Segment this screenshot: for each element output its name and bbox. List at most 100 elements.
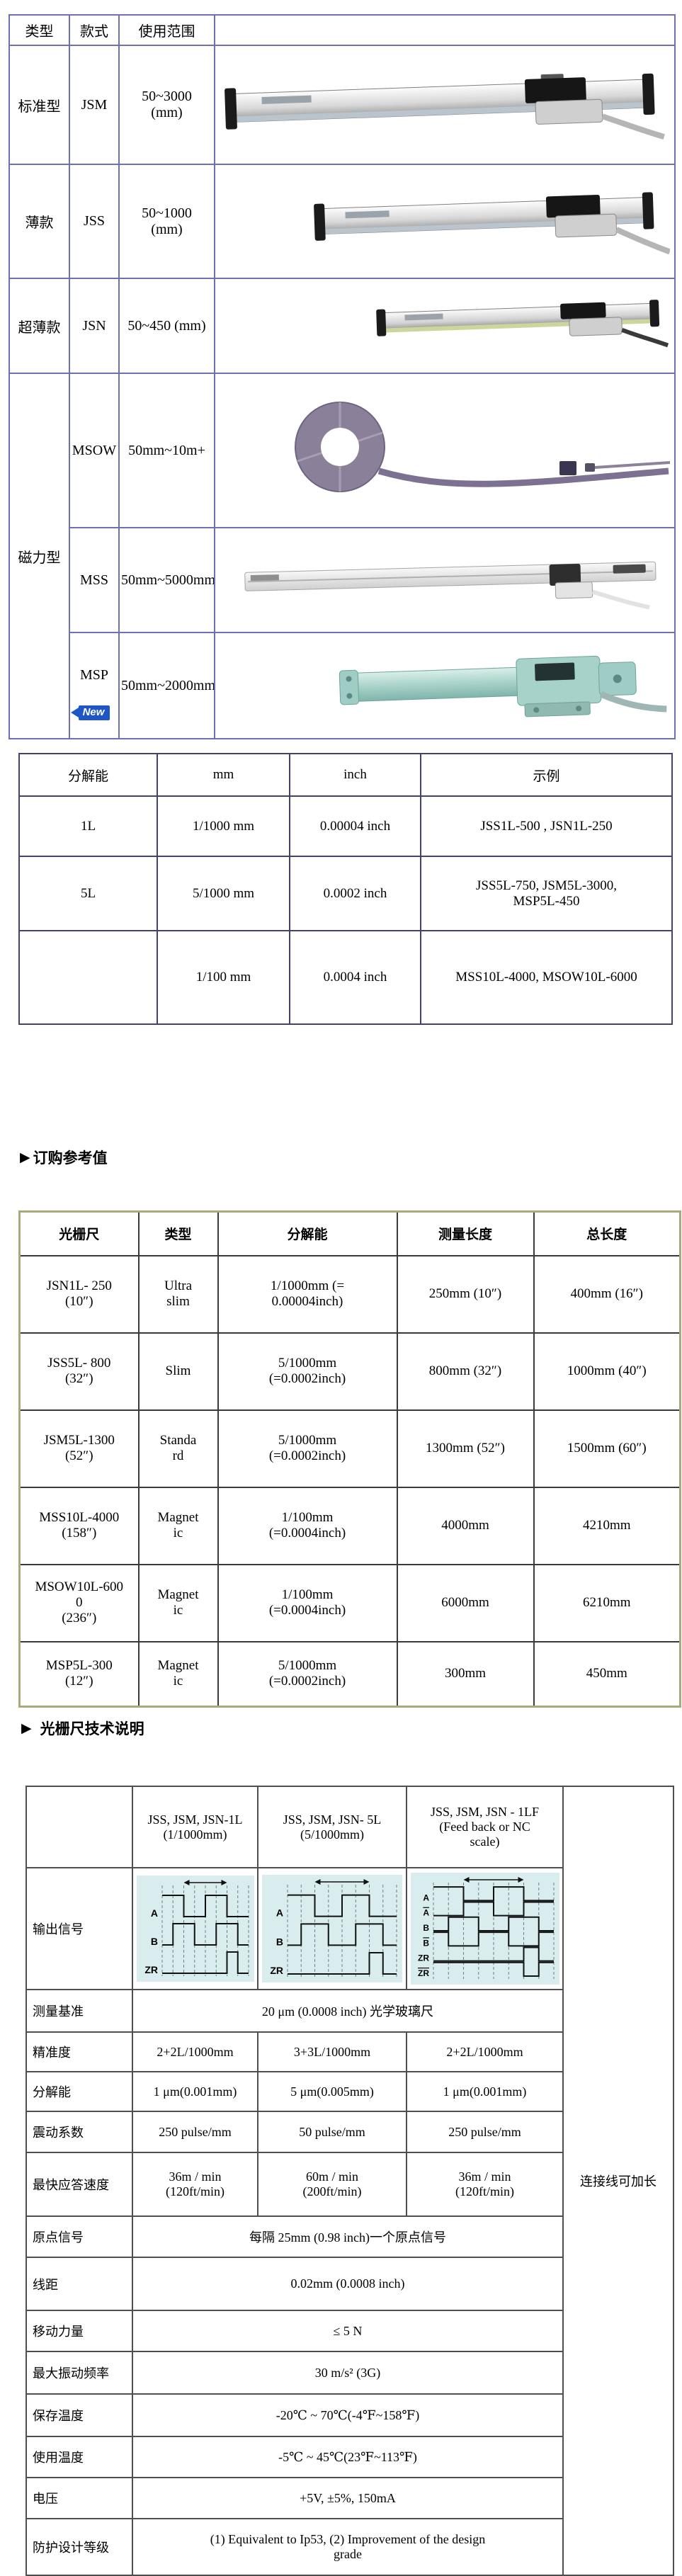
resolution-cell: 5/1000mm (=0.0002inch) xyxy=(217,1640,398,1708)
measure-length-cell: 4000mm xyxy=(396,1486,535,1565)
type-cell: Ultra slim xyxy=(137,1254,219,1334)
table-row: JSM5L-1300 (52″) Standa rd 5/1000mm (=0.… xyxy=(18,1409,681,1488)
table-header-row: JSS, JSM, JSN-1L (1/1000mm) JSS, JSM, JS… xyxy=(25,1786,674,2576)
value-cell: -5℃ ~ 45℃(23℉~113℉) xyxy=(132,2436,564,2478)
col-header-resolution: 分解能 xyxy=(217,1210,398,1256)
differential-waveform-diagram: A A B B ZR ZR xyxy=(409,1873,560,1985)
model-cell: MSS xyxy=(69,527,120,633)
resolution-cell: 1L xyxy=(18,795,158,857)
type-cell: 标准型 xyxy=(8,45,70,165)
example-cell: MSS10L-4000, MSOW10L-6000 xyxy=(420,930,673,1025)
inch-cell: 0.0004 inch xyxy=(289,930,421,1025)
jsm-standard-scale-photo xyxy=(225,73,665,140)
type-cell-magnetic: 磁力型 xyxy=(8,373,70,739)
svg-text:A: A xyxy=(150,1907,157,1919)
row-label: 原点信号 xyxy=(25,2215,133,2258)
tech-section-title: 光栅尺技术说明 xyxy=(40,1720,144,1737)
value-cell: (1) Equivalent to Ip53, (2) Improvement … xyxy=(132,2518,564,2576)
value-cell: 每隔 25mm (0.98 inch)一个原点信号 xyxy=(132,2215,564,2258)
output-signal-row: 输出信号 A B ZR A B ZR A A B B ZR ZR xyxy=(25,1867,674,1990)
col-header-type: 类型 xyxy=(137,1210,219,1256)
cable-extension-note-cell: 连接线可加长 xyxy=(562,1786,674,2576)
type-cell: 薄款 xyxy=(8,164,70,279)
type-cell: 超薄款 xyxy=(8,278,70,374)
quadrature-waveform-diagram: A B ZR xyxy=(135,1876,255,1982)
resolution-cell: 1/100mm (=0.0004inch) xyxy=(217,1563,398,1642)
col-header-5L: JSS, JSM, JSN- 5L (5/1000mm) xyxy=(257,1786,407,1868)
model-cell-msp: MSP New xyxy=(69,632,120,739)
photo-cell xyxy=(214,278,676,374)
value-cell: 30 m/s² (3G) xyxy=(132,2351,564,2395)
value-cell: 1 μm(0.001mm) xyxy=(132,2071,258,2112)
col-header-total-length: 总长度 xyxy=(533,1210,681,1256)
svg-text:A: A xyxy=(423,1893,429,1902)
scale-cell: JSN1L- 250 (10″) xyxy=(18,1254,140,1334)
table-row: 5L 5/1000 mm 0.0002 inch JSS5L-750, JSM5… xyxy=(18,856,673,931)
row-label: 最大振动频率 xyxy=(25,2351,133,2395)
col-header-1LF: JSS, JSM, JSN - 1LF (Feed back or NC sca… xyxy=(406,1786,564,1868)
row-label: 最快应答速度 xyxy=(25,2152,133,2217)
value-cell: 36m / min (120ft/min) xyxy=(406,2152,564,2217)
table-header-row: 光栅尺 类型 分解能 测量长度 总长度 xyxy=(18,1210,681,1256)
resolution-cell: 5/1000mm (=0.0002inch) xyxy=(217,1409,398,1488)
photo-cell xyxy=(214,527,676,633)
scale-cell: MSOW10L-600 0 (236″) xyxy=(18,1563,140,1642)
waveform-cell: A B ZR xyxy=(257,1867,407,1990)
range-cell: 50~450 (mm) xyxy=(118,278,215,374)
waveform-cell: A A B B ZR ZR xyxy=(406,1867,564,1990)
table-row: MSP New 50mm~2000mm xyxy=(9,632,676,739)
value-cell: -20℃ ~ 70℃(-4℉~158℉) xyxy=(132,2393,564,2437)
table-row: 震动系数 250 pulse/mm 50 pulse/mm 250 pulse/… xyxy=(25,2111,674,2153)
model-label: MSP xyxy=(79,667,109,683)
row-label: 移动力量 xyxy=(25,2310,133,2352)
order-section-heading: ▶ 订购参考值 xyxy=(20,1147,682,1168)
measure-length-cell: 1300mm (52″) xyxy=(396,1409,535,1488)
col-header-mm: mm xyxy=(157,753,290,797)
tech-section-heading: ▶ 光栅尺技术说明 xyxy=(21,1718,682,1739)
value-cell: 36m / min (120ft/min) xyxy=(132,2152,258,2217)
table-row: 超薄款 JSN 50~450 (mm) xyxy=(8,278,676,374)
mm-cell: 1/100 mm xyxy=(157,930,290,1025)
type-cell: Magnet ic xyxy=(137,1563,219,1642)
table-row: 测量基准 20 μm (0.0008 inch) 光学玻璃尺 xyxy=(25,1989,674,2033)
measure-length-cell: 300mm xyxy=(396,1640,535,1708)
row-label: 防护设计等级 xyxy=(25,2518,133,2576)
section-marker-icon: ▶ xyxy=(21,1720,32,1736)
table-row: 原点信号 每隔 25mm (0.98 inch)一个原点信号 xyxy=(25,2215,674,2258)
example-cell: JSS1L-500 , JSN1L-250 xyxy=(420,795,673,857)
svg-text:ZR: ZR xyxy=(144,1964,158,1975)
value-cell: 3+3L/1000mm xyxy=(257,2031,407,2072)
resolution-cell: 1/100mm (=0.0004inch) xyxy=(217,1486,398,1565)
measure-length-cell: 250mm (10″) xyxy=(396,1254,535,1334)
range-cell: 50mm~10m+ xyxy=(118,373,215,528)
col-header-type: 类型 xyxy=(8,14,70,46)
table-header-row: 类型 款式 使用范围 xyxy=(8,14,676,46)
row-label: 精准度 xyxy=(25,2031,133,2072)
inch-cell: 0.0002 inch xyxy=(289,856,421,931)
value-cell: 1 μm(0.001mm) xyxy=(406,2071,564,2112)
col-header-example: 示例 xyxy=(420,753,673,797)
value-cell: 50 pulse/mm xyxy=(257,2111,407,2153)
col-header-inch: inch xyxy=(289,753,421,797)
value-cell: +5V, ±5%, 150mA xyxy=(132,2477,564,2519)
value-cell: 60m / min (200ft/min) xyxy=(257,2152,407,2217)
order-section-title: 订购参考值 xyxy=(33,1150,108,1167)
msp-magnetic-scale-photo xyxy=(339,655,667,717)
svg-text:B: B xyxy=(423,1938,429,1948)
order-reference-table: 光栅尺 类型 分解能 测量长度 总长度 JSN1L- 250 (10″) Ult… xyxy=(18,1210,681,1708)
type-cell: Slim xyxy=(137,1332,219,1411)
table-row: 分解能 1 μm(0.001mm) 5 μm(0.005mm) 1 μm(0.0… xyxy=(25,2071,674,2112)
quadrature-waveform-diagram: A B ZR xyxy=(261,1875,404,1982)
mm-cell: 5/1000 mm xyxy=(157,856,290,931)
section-marker-icon: ▶ xyxy=(20,1150,30,1165)
table-row: 1L 1/1000 mm 0.00004 inch JSS1L-500 , JS… xyxy=(18,795,673,857)
value-cell: 250 pulse/mm xyxy=(406,2111,564,2153)
svg-text:A: A xyxy=(423,1908,429,1918)
range-cell: 50~3000 (mm) xyxy=(118,45,215,165)
value-cell: 0.02mm (0.0008 inch) xyxy=(132,2257,564,2311)
model-cell: JSN xyxy=(69,278,120,374)
total-length-cell: 6210mm xyxy=(533,1563,681,1642)
total-length-cell: 4210mm xyxy=(533,1486,681,1565)
resolution-table: 分解能 mm inch 示例 1L 1/1000 mm 0.00004 inch… xyxy=(18,753,673,1025)
table-row: 精准度 2+2L/1000mm 3+3L/1000mm 2+2L/1000mm xyxy=(25,2031,674,2072)
